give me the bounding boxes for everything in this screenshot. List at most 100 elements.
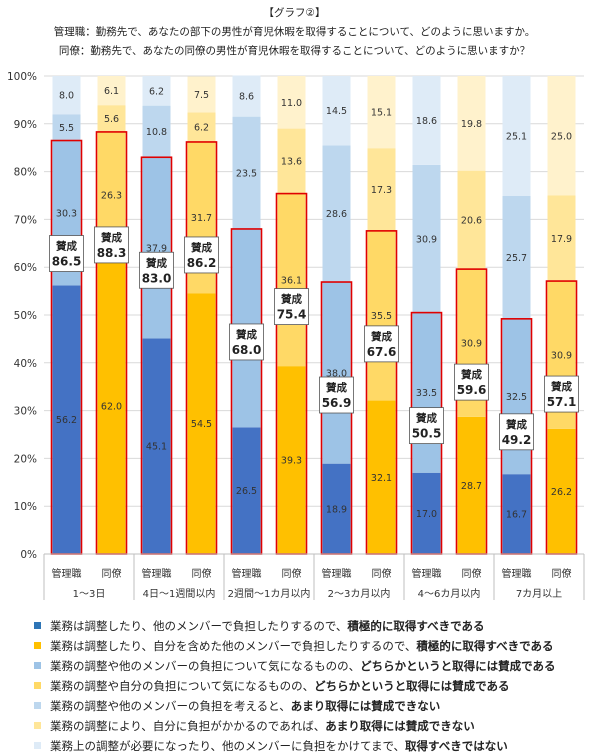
bar-segment xyxy=(457,170,486,270)
x-role-label: 管理職 xyxy=(322,567,352,580)
bar-segment xyxy=(232,75,261,117)
y-tick-label: 60% xyxy=(14,262,37,274)
segment-value-label: 56.2 xyxy=(56,415,77,426)
segment-value-label: 14.5 xyxy=(326,106,347,117)
segment-value-label: 26.3 xyxy=(101,190,122,201)
segment-value-label: 37.9 xyxy=(146,243,167,254)
segment-value-label: 17.3 xyxy=(371,185,392,196)
legend-swatch xyxy=(34,722,41,729)
title-line-2: 管理職：勤務先で、あなたの部下の男性が育児休暇を取得することについて、どのように… xyxy=(53,26,536,38)
segment-value-label: 5.6 xyxy=(104,114,119,125)
segment-value-label: 30.9 xyxy=(416,234,437,245)
bar-segment xyxy=(367,148,396,231)
x-group-label: 2週間～1カ月以内 xyxy=(228,587,311,600)
bar-segment xyxy=(457,416,486,554)
bar-segment xyxy=(142,105,171,158)
segment-value-label: 20.6 xyxy=(461,215,482,226)
segment-value-label: 18.6 xyxy=(416,116,437,127)
approval-callout xyxy=(274,288,309,325)
bar-segment xyxy=(502,76,531,196)
approval-value: 67.6 xyxy=(367,345,397,359)
x-role-label: 同僚 xyxy=(462,567,482,580)
bar-segment xyxy=(322,463,351,554)
bar-segment xyxy=(502,474,531,554)
segment-value-label: 45.1 xyxy=(146,442,167,453)
segment-value-label: 62.0 xyxy=(101,401,122,412)
y-tick-label: 10% xyxy=(14,501,37,513)
segment-value-label: 32.1 xyxy=(371,473,392,484)
x-role-label: 管理職 xyxy=(142,567,172,580)
segment-value-label: 30.9 xyxy=(461,338,482,349)
approval-label: 賛成 xyxy=(461,368,482,381)
legend-item: 業務の調整や自分の負担について気になるものの、どちらかというと取得には賛成である xyxy=(34,676,584,696)
bar-segment xyxy=(187,293,216,554)
approval-callout xyxy=(544,375,579,413)
x-axis: 管理職 同僚 管理職 同僚 管理職 同僚 管理職 同僚 管理職 同僚 管理職 同僚 1～3日 4日～1週間… xyxy=(43,553,585,600)
y-axis: 0% 10% 20% 30% 40% 50% 60% 70% 80% 90% 100% xyxy=(7,71,37,561)
legend-text: 業務の調整や他のメンバーの負担について気になるものの、どちらかというと取得には賛… xyxy=(50,656,556,676)
x-group-label: 7カ月以上 xyxy=(516,588,562,600)
bar-segment xyxy=(412,312,441,473)
legend-text-bold: 取得すべきではない xyxy=(405,739,508,753)
segment-value-label: 11.0 xyxy=(281,98,302,109)
segment-value-label: 6.2 xyxy=(194,123,209,134)
legend-item: 業務の調整や他のメンバーの負担を考えると、あまり取得には賛成できない xyxy=(34,696,584,716)
data-labels: 56.2 30.3 5.5 8.0 賛成 86.5 62.0 26.3 5.6 6.1 賛成 88.3… xyxy=(49,86,579,521)
segment-value-label: 28.7 xyxy=(461,481,482,492)
bar-segment xyxy=(97,105,126,132)
segment-value-label: 5.5 xyxy=(59,123,74,134)
legend-text-bold: あまり取得には賛成できない xyxy=(325,719,475,733)
bar-segment xyxy=(457,76,486,171)
segment-value-label: 39.3 xyxy=(281,456,302,467)
approval-value: 50.5 xyxy=(412,427,442,441)
bar-segment xyxy=(52,114,81,141)
segment-value-label: 19.8 xyxy=(461,119,482,130)
bar-segment xyxy=(142,338,171,554)
y-tick-label: 80% xyxy=(14,167,37,179)
approval-value: 56.9 xyxy=(322,396,352,410)
segment-value-label: 26.2 xyxy=(551,487,572,498)
y-tick-label: 90% xyxy=(14,119,37,131)
approval-label: 賛成 xyxy=(506,418,527,431)
bar-segment xyxy=(367,230,396,401)
approval-label: 賛成 xyxy=(551,380,572,393)
segment-value-label: 6.1 xyxy=(104,86,119,97)
approval-value: 86.2 xyxy=(187,256,217,270)
approval-label: 賛成 xyxy=(191,241,212,254)
segment-value-label: 25.1 xyxy=(506,131,527,142)
approval-label: 賛成 xyxy=(236,328,257,341)
bar-segment xyxy=(187,76,216,113)
legend-text: 業務上の調整が必要になったり、他のメンバーに負担をかけてまで、取得すべきではない xyxy=(50,736,508,756)
approval-callout xyxy=(409,407,444,445)
bar-segment xyxy=(232,116,261,229)
legend-text-bold: 積極的に取得すべきである xyxy=(347,619,485,633)
x-role-label: 同僚 xyxy=(192,567,212,580)
segment-value-label: 26.5 xyxy=(236,486,257,497)
approval-label: 賛成 xyxy=(326,381,347,394)
y-tick-label: 100% xyxy=(7,71,37,83)
segment-value-label: 38.0 xyxy=(326,368,347,379)
bar-segment xyxy=(142,157,171,339)
segment-value-label: 33.5 xyxy=(416,388,437,399)
y-tick-label: 20% xyxy=(14,453,37,465)
segment-value-label: 7.5 xyxy=(194,90,209,101)
segment-value-label: 54.5 xyxy=(191,419,212,430)
bar-segment xyxy=(52,76,81,115)
legend-swatch xyxy=(34,702,41,709)
bar-segment xyxy=(232,427,261,554)
legend-text-normal: 業務は調整したり、他のメンバーで負担したりするので、 xyxy=(50,619,348,633)
bar-segment xyxy=(547,76,576,196)
legend-text-bold: どちらかというと取得には賛成である xyxy=(314,679,510,693)
bar-segment xyxy=(412,76,441,165)
title-line-3: 同僚：勤務先で、あなたの同僚の男性が育児休暇を取得することについて、どのように思… xyxy=(58,45,531,57)
x-group-label: 1～3日 xyxy=(73,589,106,600)
bar-segment xyxy=(412,164,441,313)
approval-value: 86.5 xyxy=(52,255,82,269)
segment-value-label: 15.1 xyxy=(371,108,392,119)
bar-segment xyxy=(367,400,396,554)
legend-swatch xyxy=(34,682,41,689)
legend-swatch xyxy=(34,742,41,749)
approval-value: 68.0 xyxy=(232,343,262,357)
segment-value-label: 17.0 xyxy=(416,509,437,520)
approval-callout xyxy=(229,323,264,361)
